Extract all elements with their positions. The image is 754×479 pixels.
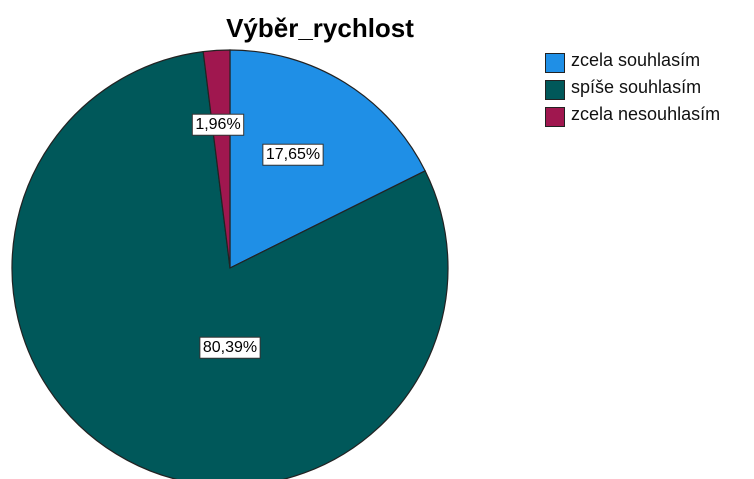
value-label-text: 1,96% (195, 116, 240, 133)
legend-item: spíše souhlasím (545, 77, 745, 100)
chart-title: Výběr_rychlost (226, 13, 414, 43)
legend-swatch (545, 107, 565, 127)
legend-swatch (545, 80, 565, 100)
pie (11, 49, 449, 479)
value-label: 1,96% (191, 113, 245, 136)
legend-swatch (545, 53, 565, 73)
legend: zcela souhlasím spíše souhlasím zcela neso… (545, 50, 745, 131)
legend-label: zcela souhlasím (571, 50, 701, 70)
legend-label: zcela nesouhlasím (571, 104, 721, 124)
value-label-text: 17,65% (266, 146, 320, 163)
pie-slice (229, 49, 426, 269)
pie-slice (11, 50, 449, 479)
legend-label: spíše souhlasím (571, 77, 702, 97)
value-label-box (199, 336, 261, 359)
value-label-box (262, 143, 324, 166)
legend-item: zcela souhlasím (545, 50, 745, 73)
value-label-box (191, 113, 245, 136)
value-label-text: 80,39% (203, 339, 257, 356)
value-labels: 17,65% 80,39% 1,96% (191, 113, 324, 359)
value-label: 80,39% (199, 336, 261, 359)
legend-item: zcela nesouhlasím (545, 104, 745, 127)
value-label: 17,65% (262, 143, 324, 166)
pie-slice (202, 49, 231, 269)
